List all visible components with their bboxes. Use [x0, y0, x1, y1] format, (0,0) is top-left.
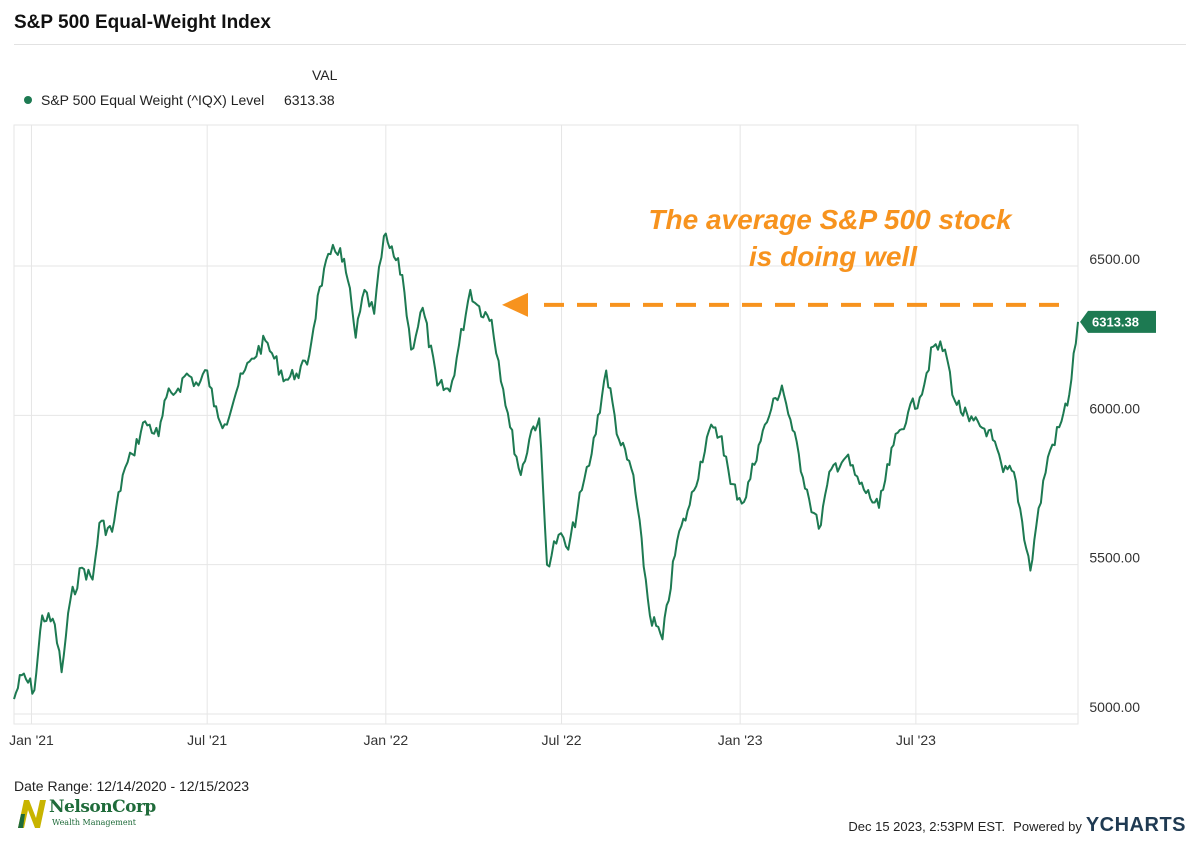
- legend-dot-icon: [24, 96, 32, 104]
- annotation-arrow: [502, 292, 1068, 317]
- footer-powered-by: Powered by: [1013, 819, 1082, 834]
- x-tick-label: Jul '21: [187, 732, 227, 748]
- legend-series-label: S&P 500 Equal Weight (^IQX) Level: [41, 92, 265, 108]
- x-tick-label: Jul '22: [542, 732, 582, 748]
- footer-attribution: Dec 15 2023, 2:53PM EST. Powered by YCHA…: [848, 814, 1186, 837]
- date-range-text: Date Range: 12/14/2020 - 12/15/2023: [14, 778, 250, 794]
- y-axis: 5000.00 5500.00 6000.00 6500.00: [1089, 251, 1140, 715]
- logo-name: NelsonCorp: [49, 797, 156, 817]
- y-tick-label: 6000.00: [1089, 400, 1140, 416]
- last-value-tag-shape: [1080, 310, 1156, 333]
- annotation-arrowhead-icon: [502, 292, 528, 317]
- last-value-tag-text: 6313.38: [1092, 314, 1139, 329]
- ycharts-logo[interactable]: YCHARTS: [1085, 814, 1186, 836]
- chart-title: S&P 500 Equal-Weight Index: [14, 12, 271, 33]
- grid-lines: [14, 125, 1078, 724]
- logo-subtitle: Wealth Management: [52, 818, 136, 827]
- annotation-text-line-2: is doing well: [749, 241, 918, 272]
- series-line-iqx: [13, 232, 1079, 700]
- footer-timestamp: Dec 15 2023, 2:53PM EST.: [848, 819, 1006, 834]
- title-divider: [14, 44, 1186, 45]
- nelsoncorp-logo: NelsonCorp Wealth Management: [16, 796, 156, 832]
- legend-header: VAL: [312, 67, 338, 83]
- x-tick-label: Jan '22: [363, 732, 408, 748]
- logo-mark-icon: [18, 800, 46, 828]
- y-tick-label: 5000.00: [1089, 699, 1140, 715]
- y-tick-label: 6500.00: [1089, 251, 1140, 267]
- line-chart: Jan '21 Jul '21 Jan '22 Jul '22 Jan '23 Jul '…: [9, 124, 1156, 748]
- legend-series-value: 6313.38: [284, 92, 335, 108]
- x-tick-label: Jan '21: [9, 732, 54, 748]
- x-axis: Jan '21 Jul '21 Jan '22 Jul '22 Jan '23 Jul '…: [9, 732, 936, 748]
- x-tick-label: Jan '23: [718, 732, 763, 748]
- plot-area-border: [13, 124, 1079, 725]
- last-value-label: 6313.38: [1080, 310, 1156, 333]
- y-tick-label: 5500.00: [1089, 550, 1140, 566]
- annotation-text-line-1: The average S&P 500 stock: [648, 204, 1013, 235]
- legend-entry[interactable]: S&P 500 Equal Weight (^IQX) Level 6313.3…: [24, 92, 335, 108]
- x-tick-label: Jul '23: [896, 732, 936, 748]
